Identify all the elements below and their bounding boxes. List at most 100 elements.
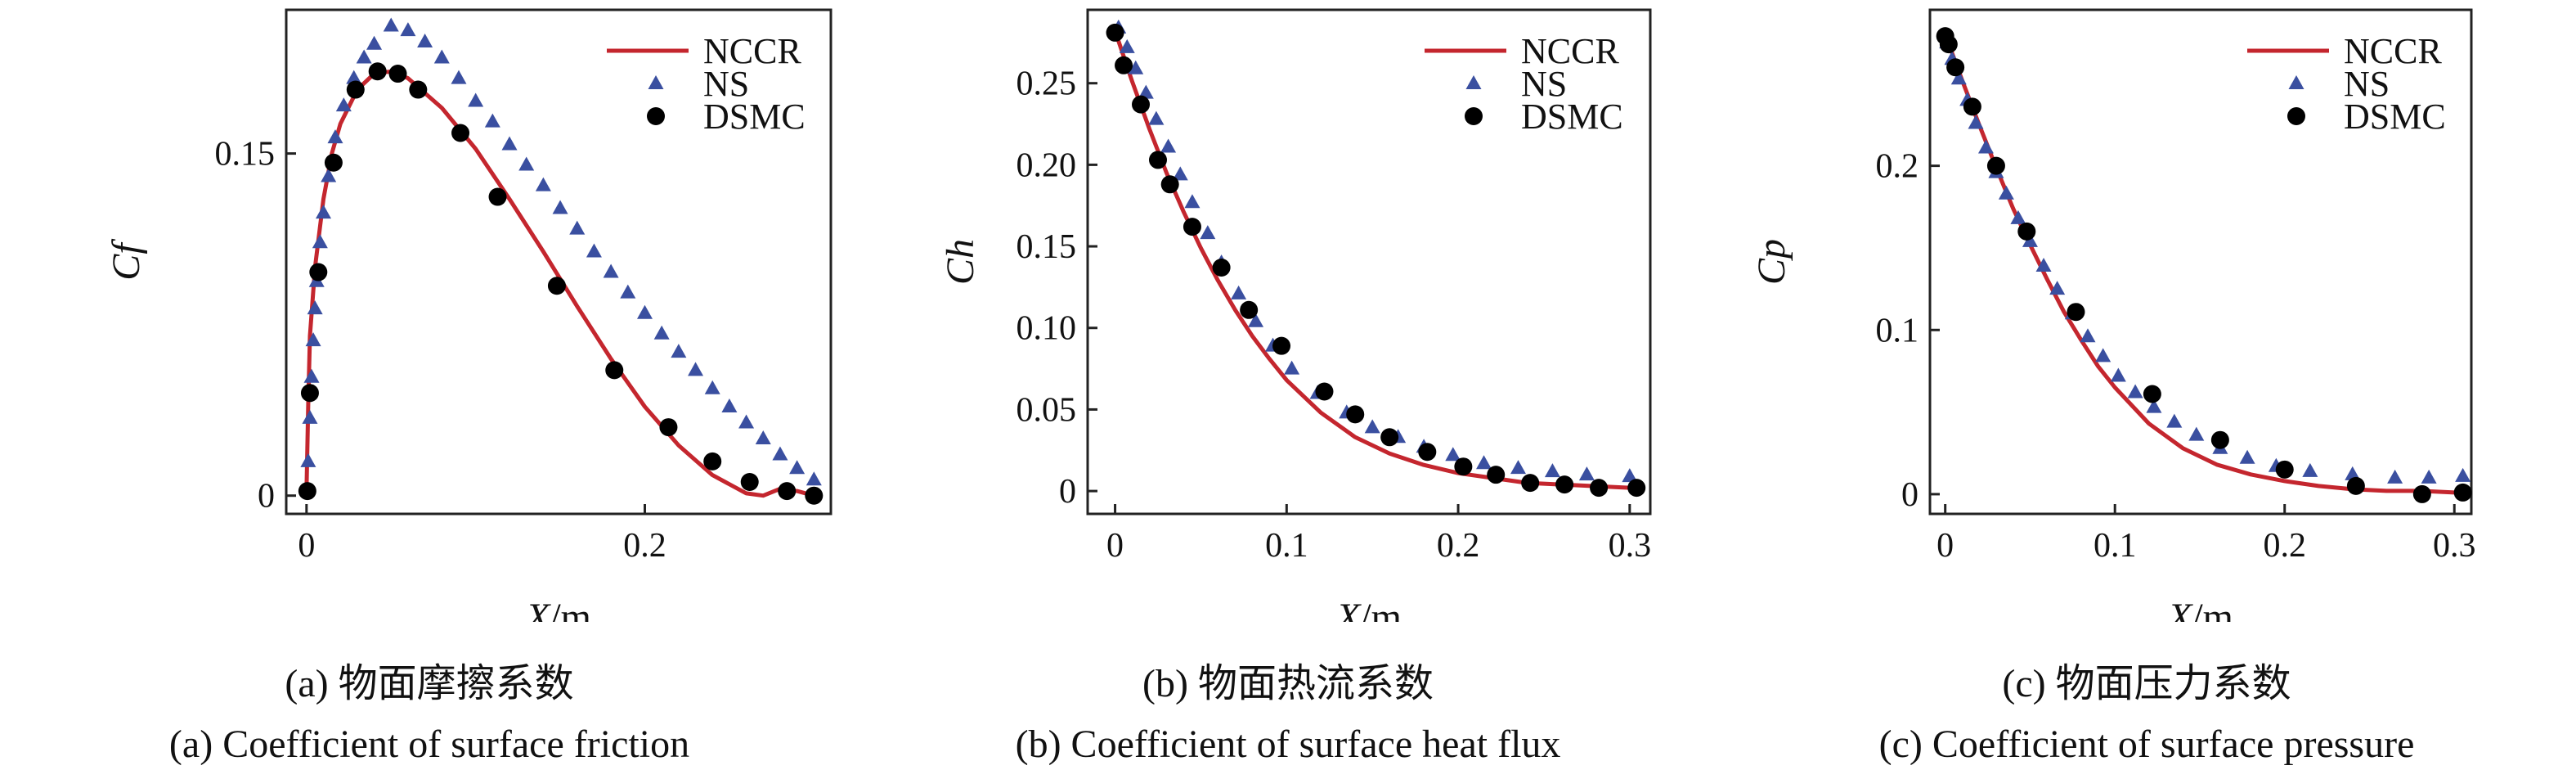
dsmc-point [309,263,328,281]
ns-point [321,168,337,182]
y-tick-label: 0.25 [1016,65,1077,103]
dsmc-point [805,486,824,505]
y-tick-label: 0 [1059,473,1076,511]
dsmc-point [2017,222,2036,241]
ns-point [484,113,500,128]
ns-point [2387,469,2403,484]
ns-point [383,17,399,32]
ns-point [300,453,316,467]
ns-point [671,344,687,358]
dsmc-point [1132,95,1151,114]
ns-point [738,414,755,429]
ns-point [2302,462,2318,477]
caption-b-english: (b) Coefficient of surface heat flux [1015,723,1561,766]
ns-point [1184,194,1200,209]
legend-label-nccr: NCCR [1521,31,1619,71]
ns-point [335,97,352,112]
dsmc-point [488,187,507,206]
y-tick-label: 0.2 [1876,148,1919,186]
ns-point [303,368,320,383]
ns-point [2345,466,2361,480]
dsmc-point [703,452,722,471]
caption-c: (c) 物面压力系数 (c) Coefficient of surface pr… [1717,660,2576,769]
caption-c-chinese: (c) 物面压力系数 [2002,662,2291,705]
ns-point [1231,285,1247,299]
dsmc-point [1963,97,1981,116]
ns-point [2022,232,2038,247]
ns-point [307,300,323,315]
dsmc-point [1939,35,1958,54]
ns-point [2188,426,2205,441]
ns-point [2166,413,2183,428]
x-axis-label-variable: X [2166,596,2193,622]
x-axis-label-variable: X [524,596,551,622]
dsmc-point [659,418,678,437]
x-axis-label-unit: /m [550,596,591,622]
legend-marker-dsmc [2287,107,2305,125]
dsmc-point [740,472,759,491]
dsmc-point [1418,443,1437,462]
caption-b: (b) 物面热流系数 (b) Coefficient of surface he… [859,660,1717,769]
y-tick-label: 0 [258,478,275,516]
x-tick-label: 0.1 [1265,527,1308,565]
dsmc-point [605,361,624,380]
series-line-nccr [304,69,815,498]
y-tick-label: 0.05 [1016,391,1077,429]
dsmc-point [1212,258,1231,277]
ns-point [552,200,568,214]
y-tick-label: 0.1 [1876,312,1919,349]
legend-label-dsmc: DSMC [703,97,806,137]
dsmc-point [1555,475,1574,494]
ns-point [1950,70,1967,85]
dsmc-point [1521,474,1540,493]
ns-point [1248,313,1264,327]
dsmc-point [778,482,797,501]
y-tick-label: 0.15 [1016,228,1077,266]
dsmc-point [1149,151,1167,169]
ns-point [772,446,788,461]
x-axis-label: X/m [2166,596,2233,622]
series-line-nccr [1943,34,2455,495]
legend-marker-dsmc [647,107,665,125]
ns-point [501,136,518,151]
legend-marker-dsmc [1465,107,1483,125]
ns-point [704,380,720,394]
dsmc-point [2275,460,2294,479]
pressure-plot-frame [1928,8,2473,516]
caption-a-chinese: (a) 物面摩擦系数 [285,662,574,705]
dsmc-point [2143,385,2161,403]
ns-point [366,35,383,50]
ns-point [653,325,670,340]
ns-point [2127,384,2143,399]
ns-point [586,243,602,258]
ns-point [1128,60,1144,74]
y-tick-label: 0 [1901,476,1919,514]
legend-label-ns: NS [703,64,749,104]
ns-point [305,332,321,347]
ns-point [1172,166,1188,181]
ns-point [688,362,704,376]
dsmc-point [2412,484,2431,503]
dsmc-point [1380,428,1399,447]
legend-label-ns: NS [2344,64,2390,104]
ns-point [1510,460,1526,475]
x-axis-label-variable: X [1335,596,1362,622]
dsmc-point [388,65,407,83]
ns-point [346,70,362,84]
ns-point [2035,258,2052,272]
ns-point [468,92,484,107]
dsmc-point [1986,156,2005,175]
chart-panel-heat-flux: 0 0.1 0.2 0.3 0 0.05 0.10 0.15 0.20 0.25 X/m Ch NCCR… [939,8,1652,622]
x-tick-label: 0 [1106,527,1124,565]
y-axis-label: Cp [1750,239,1793,285]
ns-point [721,398,738,412]
ns-point [312,234,328,249]
legend-label-dsmc: DSMC [2344,97,2446,137]
x-tick-label: 0.3 [2433,527,2476,565]
ns-point [1977,139,1994,154]
x-tick-label: 0.3 [1609,527,1652,565]
ns-point [1138,84,1154,99]
dsmc-point [2453,483,2472,502]
ns-point [636,304,653,319]
